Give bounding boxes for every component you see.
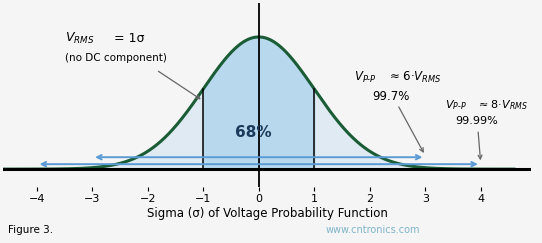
Text: $V_{P\text{-}P}$: $V_{P\text{-}P}$: [354, 70, 377, 86]
Text: ≈ 6·$V_{RMS}$: ≈ 6·$V_{RMS}$: [389, 70, 442, 86]
Text: $V_{P\text{-}P}$: $V_{P\text{-}P}$: [444, 98, 467, 112]
Text: 99.7%: 99.7%: [372, 90, 410, 103]
Text: $V_{RMS}$: $V_{RMS}$: [64, 31, 94, 46]
Text: www.cntronics.com: www.cntronics.com: [325, 225, 420, 235]
Text: 68%: 68%: [235, 125, 272, 140]
Text: 99.99%: 99.99%: [456, 116, 499, 126]
Text: ≈ 8·$V_{RMS}$: ≈ 8·$V_{RMS}$: [478, 98, 528, 112]
Text: (no DC component): (no DC component): [64, 53, 166, 63]
Text: = 1σ: = 1σ: [114, 32, 145, 44]
Text: Figure 3.: Figure 3.: [8, 225, 53, 235]
X-axis label: Sigma (σ) of Voltage Probability Function: Sigma (σ) of Voltage Probability Functio…: [147, 207, 388, 220]
